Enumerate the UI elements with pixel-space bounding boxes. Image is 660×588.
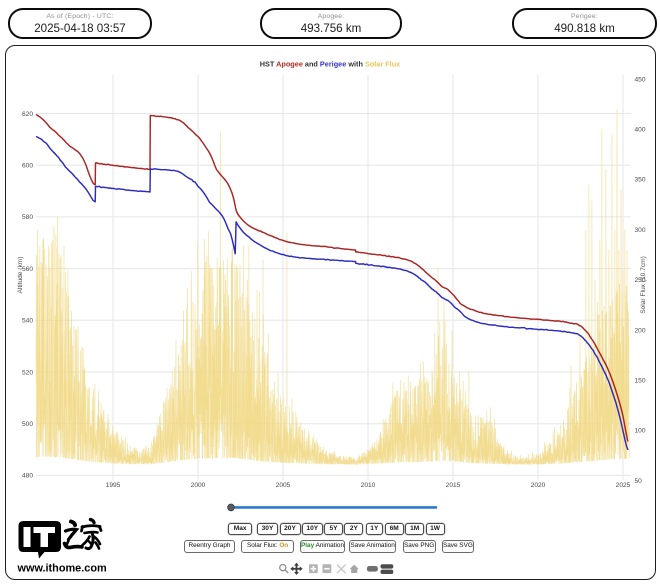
svg-text:480: 480 (22, 473, 33, 480)
svg-text:540: 540 (22, 318, 33, 325)
svg-text:Solar Flux (10.7cm): Solar Flux (10.7cm) (640, 256, 647, 314)
svg-text:350: 350 (635, 177, 646, 184)
svg-text:500: 500 (22, 421, 33, 428)
svg-text:2005: 2005 (276, 482, 291, 489)
svg-text:200: 200 (635, 327, 646, 334)
svg-text:450: 450 (635, 76, 646, 83)
svg-text:250: 250 (635, 277, 646, 284)
svg-text:520: 520 (22, 369, 33, 376)
svg-text:100: 100 (635, 428, 646, 435)
svg-text:560: 560 (22, 266, 33, 273)
svg-text:2000: 2000 (191, 482, 206, 489)
svg-text:400: 400 (635, 127, 646, 134)
svg-text:2025: 2025 (616, 482, 631, 489)
svg-text:2020: 2020 (531, 482, 546, 489)
svg-text:Altitude (km): Altitude (km) (17, 256, 24, 293)
svg-text:150: 150 (635, 378, 646, 385)
svg-text:HST Apogee and Perigee with So: HST Apogee and Perigee with Solar Flux (260, 60, 400, 69)
svg-text:600: 600 (22, 163, 33, 170)
svg-text:1995: 1995 (106, 482, 121, 489)
svg-text:2010: 2010 (361, 482, 376, 489)
svg-text:www.ithome.com: www.ithome.com (17, 563, 107, 575)
svg-text:620: 620 (22, 111, 33, 118)
svg-text:580: 580 (22, 214, 33, 221)
svg-text:300: 300 (635, 227, 646, 234)
svg-text:50: 50 (635, 478, 643, 485)
svg-text:2015: 2015 (446, 482, 461, 489)
